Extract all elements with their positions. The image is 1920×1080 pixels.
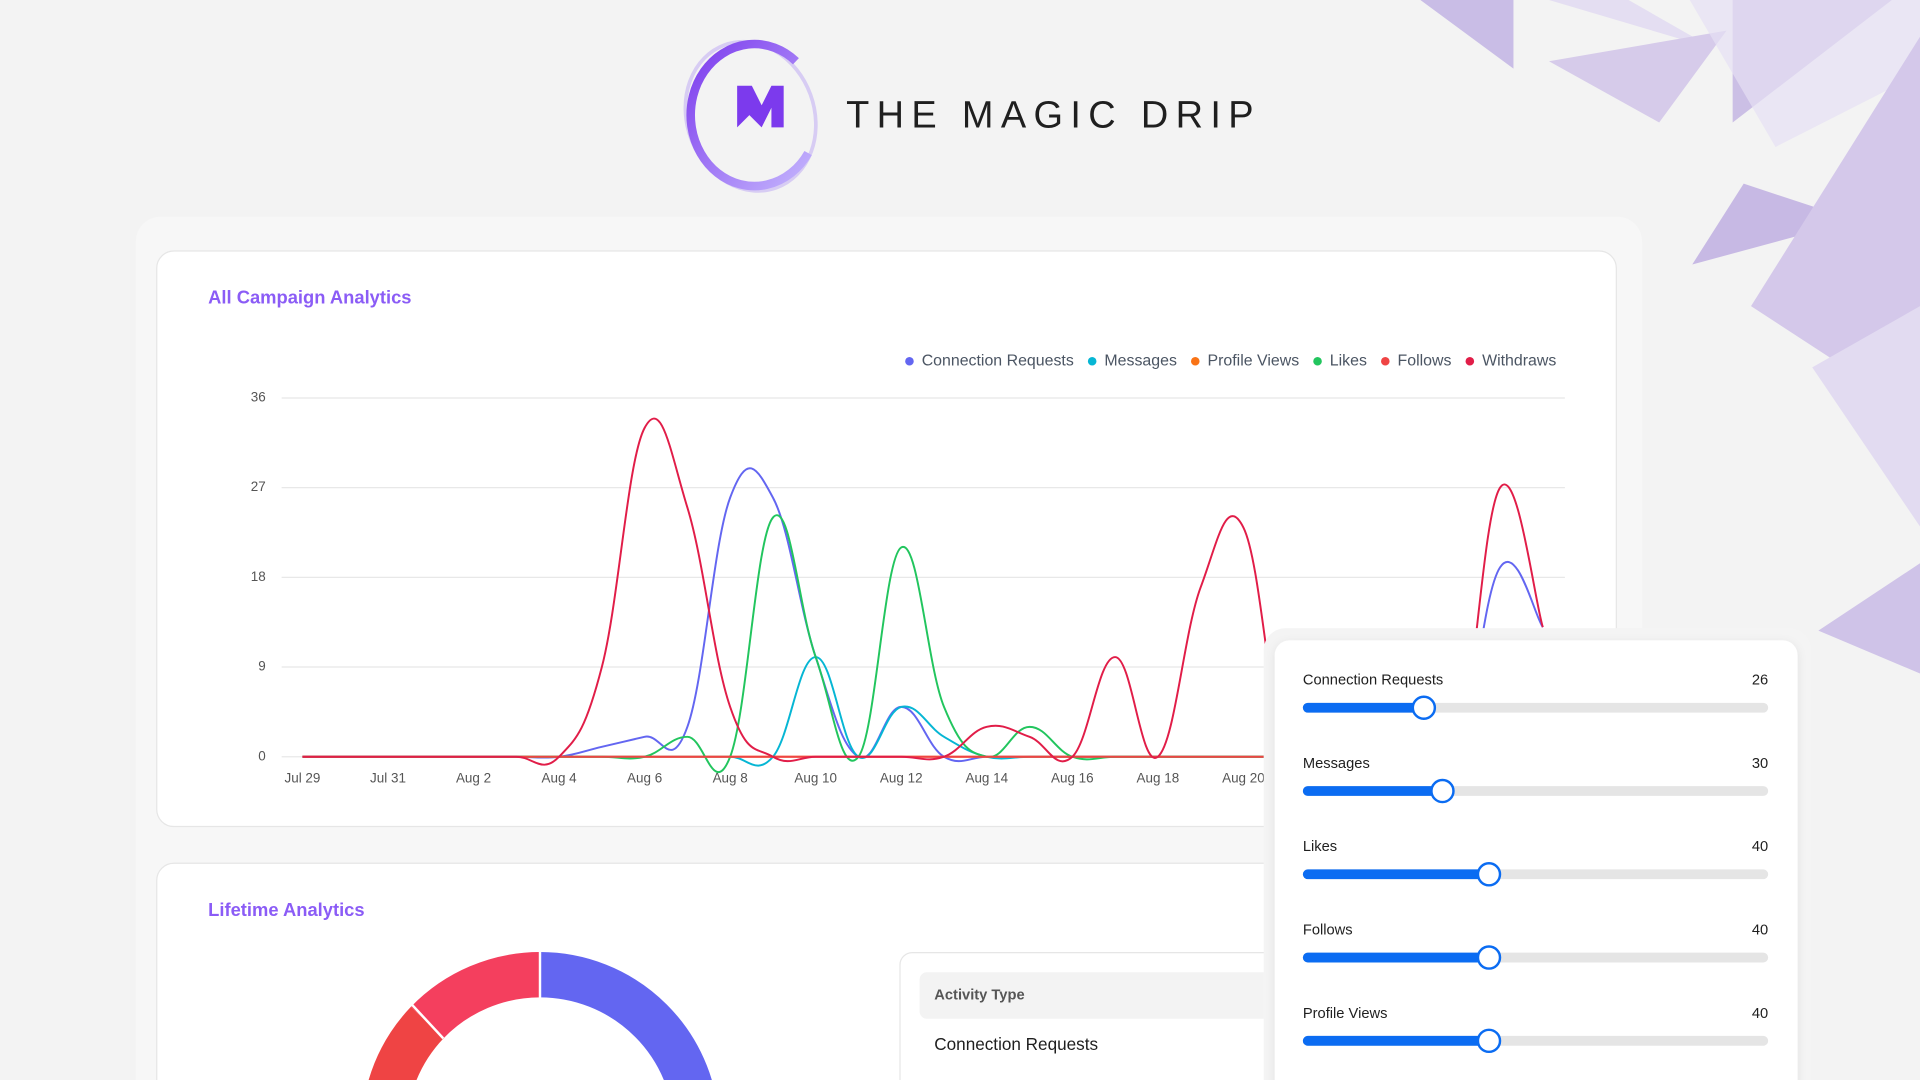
legend-dot[interactable]	[1465, 356, 1475, 366]
slider-fill	[1302, 952, 1489, 963]
x-tick-label: Aug 18	[1137, 770, 1180, 785]
slider-value: 40	[1752, 1006, 1768, 1022]
legend-label[interactable]: Follows	[1398, 352, 1452, 369]
x-tick-label: Aug 20	[1222, 770, 1265, 785]
legend-label[interactable]: Connection Requests	[922, 352, 1074, 369]
sliders: Connection Requests 26 Messages 30 Likes 40 Fo…	[1302, 673, 1768, 1054]
x-tick-label: Aug 6	[627, 770, 662, 785]
x-tick-label: Jul 29	[284, 770, 320, 785]
slider-label: Likes	[1303, 839, 1337, 855]
legend: Withdraws Follows Likes Profile Views Messag…	[905, 352, 1556, 369]
slider-label: Messages	[1303, 756, 1370, 772]
slider-knob[interactable]	[1476, 1028, 1502, 1054]
slider-value: 26	[1752, 673, 1768, 689]
slider-knob[interactable]	[1476, 862, 1502, 887]
y-tick-label: 18	[251, 569, 266, 584]
chart-card	[156, 250, 1617, 828]
y-tick-label: 27	[251, 479, 266, 494]
y-tick-label: 36	[251, 390, 266, 405]
y-tick-label: 9	[258, 659, 265, 674]
x-tick-label: Aug 16	[1051, 770, 1094, 785]
logo: THE MAGIC DRIP	[683, 39, 1261, 193]
slider-value: 30	[1752, 756, 1768, 772]
slider-fill	[1302, 1035, 1489, 1046]
x-tick-label: Jul 31	[370, 770, 406, 785]
legend-label[interactable]: Profile Views	[1208, 352, 1300, 369]
legend-dot[interactable]	[1087, 356, 1097, 366]
slider-knob[interactable]	[1411, 695, 1437, 720]
slider-value: 40	[1752, 922, 1768, 938]
x-tick-label: Aug 14	[965, 770, 1008, 785]
slider-knob[interactable]	[1430, 778, 1455, 804]
table-header-cell: Activity Type	[934, 987, 1024, 1003]
legend-dot[interactable]	[1381, 356, 1390, 366]
slider-label: Follows	[1303, 922, 1353, 938]
slider-label: Connection Requests	[1303, 673, 1443, 689]
donut	[368, 951, 712, 1080]
slider-fill	[1302, 869, 1489, 880]
legend-dot[interactable]	[1190, 356, 1200, 366]
lifetime-title: Lifetime Analytics	[208, 899, 364, 920]
plot: 0 9 18 27 36 Jul 29 Jul 31 Aug 2 Aug 4 Aug 6 Aug 8…	[251, 390, 1565, 785]
legend-dot[interactable]	[1313, 356, 1322, 366]
x-tick-label: Aug 12	[880, 770, 923, 785]
legend-label[interactable]: Likes	[1330, 352, 1367, 369]
x-tick-label: Aug 10	[794, 770, 837, 785]
chart-title: All Campaign Analytics	[208, 287, 411, 308]
y-tick-label: 0	[258, 748, 265, 763]
x-tick-label: Aug 2	[456, 770, 491, 785]
slider-value: 40	[1752, 839, 1768, 855]
slider-label: Profile Views	[1303, 1006, 1388, 1022]
slider-fill	[1302, 786, 1443, 796]
legend-label[interactable]: Messages	[1104, 352, 1177, 369]
legend-dot[interactable]	[905, 356, 914, 366]
slider-knob[interactable]	[1476, 945, 1502, 970]
legend-label[interactable]: Withdraws	[1482, 352, 1556, 369]
slider-panel	[1274, 640, 1798, 1080]
table-cell: Connection Requests	[934, 1034, 1098, 1054]
slider-fill	[1302, 702, 1424, 713]
brand-name: THE MAGIC DRIP	[846, 95, 1261, 137]
decor-triangles	[1420, 0, 1920, 674]
x-tick-label: Aug 8	[713, 770, 748, 785]
x-tick-label: Aug 4	[541, 770, 577, 785]
